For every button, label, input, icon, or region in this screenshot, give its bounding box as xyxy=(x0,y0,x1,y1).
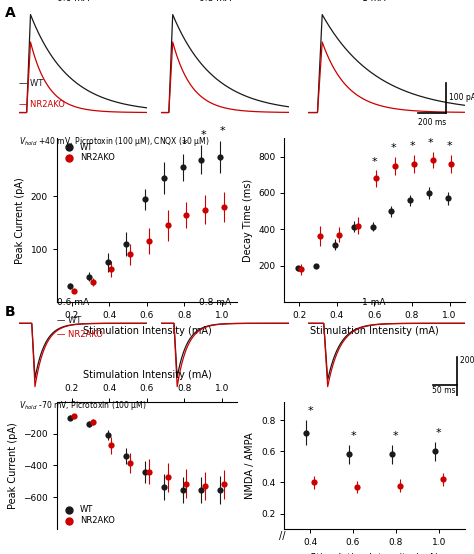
X-axis label: Stimulation Intensity (mA): Stimulation Intensity (mA) xyxy=(82,326,211,336)
X-axis label: Stimulation Intensity (mA): Stimulation Intensity (mA) xyxy=(310,553,439,554)
Text: 0.8 mA: 0.8 mA xyxy=(199,299,231,307)
Text: *: * xyxy=(307,407,313,417)
Text: 200 ms: 200 ms xyxy=(418,119,446,127)
Text: *: * xyxy=(393,431,399,442)
Legend: WT, NR2AKO: WT, NR2AKO xyxy=(61,143,115,162)
Y-axis label: NMDA / AMPA: NMDA / AMPA xyxy=(246,432,255,499)
Text: — NR2AKO: — NR2AKO xyxy=(57,330,103,338)
Y-axis label: Peak Current (pA): Peak Current (pA) xyxy=(15,177,25,264)
Text: 1 mA: 1 mA xyxy=(362,299,385,307)
Text: *: * xyxy=(372,157,377,167)
Text: A: A xyxy=(5,6,16,19)
Text: *: * xyxy=(409,141,415,151)
Text: 0.6 mA: 0.6 mA xyxy=(57,299,89,307)
Y-axis label: Decay Time (ms): Decay Time (ms) xyxy=(243,178,253,262)
Text: *: * xyxy=(436,428,442,438)
Text: 200 pA: 200 pA xyxy=(460,356,474,365)
Y-axis label: Peak Current (pA): Peak Current (pA) xyxy=(8,422,18,509)
X-axis label: Stimulation Intensity (mA): Stimulation Intensity (mA) xyxy=(82,370,211,380)
Text: 100 pA: 100 pA xyxy=(449,93,474,102)
Text: 1 mA: 1 mA xyxy=(362,0,385,3)
Text: $V_{hold}$ -70 mV, Picrotoxin (100 μM): $V_{hold}$ -70 mV, Picrotoxin (100 μM) xyxy=(19,399,147,412)
Text: *: * xyxy=(201,130,206,140)
Text: — WT: — WT xyxy=(19,79,43,88)
Text: *: * xyxy=(447,141,452,151)
Text: B: B xyxy=(5,305,15,319)
Text: *: * xyxy=(428,138,434,148)
Text: 0.8 mA: 0.8 mA xyxy=(199,0,231,3)
X-axis label: Stimulation Intensity (mA): Stimulation Intensity (mA) xyxy=(310,326,439,336)
Text: *: * xyxy=(391,143,396,153)
Text: //: // xyxy=(279,531,285,541)
Text: 50 ms: 50 ms xyxy=(432,386,456,394)
Text: *: * xyxy=(350,431,356,442)
Text: *: * xyxy=(182,139,187,149)
Text: — NR2AKO: — NR2AKO xyxy=(19,100,65,109)
Text: — WT: — WT xyxy=(57,316,82,325)
Text: $V_{hold}$ +40 mV, Picrotoxin (100 μM), CNQX (10 μM): $V_{hold}$ +40 mV, Picrotoxin (100 μM), … xyxy=(19,135,210,147)
Legend: WT, NR2AKO: WT, NR2AKO xyxy=(61,505,115,525)
Text: 0.6 mA: 0.6 mA xyxy=(57,0,89,3)
Text: *: * xyxy=(219,126,225,136)
